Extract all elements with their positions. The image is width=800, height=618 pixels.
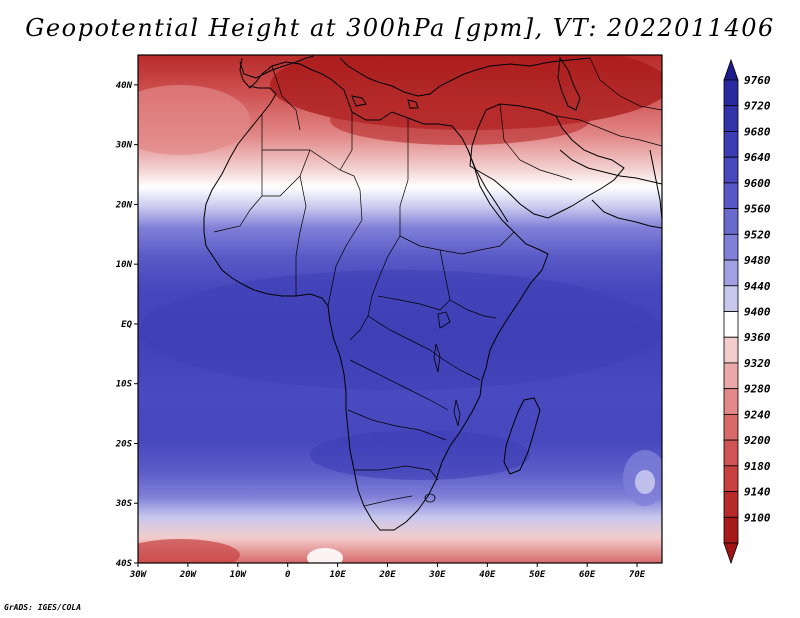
colorbar-label: 9400 [744, 306, 771, 319]
grads-credit: GrADS: IGES/COLA [4, 603, 82, 612]
lat-tick-label: EQ [121, 320, 132, 330]
lat-tick-label: 10S [116, 380, 133, 390]
colorbar-swatch [723, 311, 739, 338]
colorbar-label: 9680 [744, 125, 771, 138]
colorbar-swatch [723, 156, 739, 184]
colorbar-bottom-arrow [723, 542, 739, 565]
lon-tick-label: 30W [129, 570, 148, 580]
colorbar-label: 9100 [744, 511, 771, 524]
colorbar-swatch [723, 362, 739, 390]
country-borders [213, 57, 662, 507]
lon-tick-label: 20E [378, 570, 396, 580]
lon-tick-label: 10E [329, 570, 346, 580]
height-field [138, 55, 662, 563]
colorbar-swatch [723, 439, 739, 467]
colorbar-label: 9760 [744, 74, 771, 87]
lon-tick-label: 70E [629, 570, 646, 580]
colorbar-swatch [723, 388, 739, 415]
lon-tick-label: 0 [285, 570, 291, 580]
colorbar-label: 9480 [744, 254, 771, 267]
colorbar: 9760 9720 9680 9640 9600 9560 9520 9480 9440 9400… [723, 58, 771, 565]
colorbar-swatch [723, 465, 739, 492]
colorbar-swatch [723, 182, 739, 210]
lat-tick-label: 10N [116, 260, 133, 270]
colorbar-label: 9280 [744, 383, 771, 396]
colorbar-label: 9320 [744, 357, 771, 370]
colorbar-label: 9520 [744, 228, 771, 241]
colorbar-label: 9600 [744, 177, 771, 190]
colorbar-swatch [723, 285, 739, 312]
coastlines [203, 55, 662, 531]
colorbar-top-arrow [723, 58, 739, 81]
map-title: Geopotential Height at 300hPa [gpm], VT:… [25, 14, 775, 42]
colorbar-label: 9180 [744, 460, 771, 473]
colorbar-label: 9240 [744, 408, 771, 421]
colorbar-label: 9440 [744, 280, 771, 293]
map-frame [137, 54, 663, 564]
colorbar-swatch [723, 79, 739, 107]
colorbar-swatch [723, 233, 739, 261]
lon-tick-label: 60E [579, 570, 596, 580]
lat-tick-label: 30S [115, 499, 133, 509]
colorbar-swatch [723, 259, 739, 287]
colorbar-label: 9720 [744, 100, 771, 113]
colorbar-label: 9560 [744, 203, 771, 216]
colorbar-swatch [723, 105, 739, 132]
colorbar-label: 9140 [744, 486, 771, 499]
colorbar-label: 9640 [744, 151, 771, 164]
colorbar-swatch [723, 131, 739, 158]
colorbar-swatch [723, 516, 739, 544]
colorbar-swatch [723, 413, 739, 441]
lon-tick-label: 50E [529, 570, 546, 580]
colorbar-label: 9360 [744, 331, 771, 344]
lat-tick-label: 40N [116, 81, 133, 91]
longitude-axis: 30W 20W 10W 0 10E 20E 30E 40E 50E 60E 70E [129, 563, 646, 580]
lat-tick-label: 20N [115, 200, 133, 210]
colorbar-swatch [723, 491, 739, 518]
lakes [424, 311, 461, 503]
colorbar-swatch [723, 208, 739, 235]
lat-tick-label: 20S [115, 439, 133, 449]
lon-tick-label: 10W [230, 570, 248, 580]
lon-tick-label: 40E [479, 570, 496, 580]
lat-tick-label: 40S [116, 559, 133, 569]
colorbar-swatch [723, 336, 739, 364]
colorbar-label: 9200 [744, 434, 771, 447]
lat-tick-label: 30N [115, 141, 133, 151]
latitude-axis: 40N 30N 20N 10N EQ 10S 20S 30S 40S [115, 81, 138, 569]
lon-tick-label: 20W [179, 570, 198, 580]
lon-tick-label: 30E [428, 570, 446, 580]
